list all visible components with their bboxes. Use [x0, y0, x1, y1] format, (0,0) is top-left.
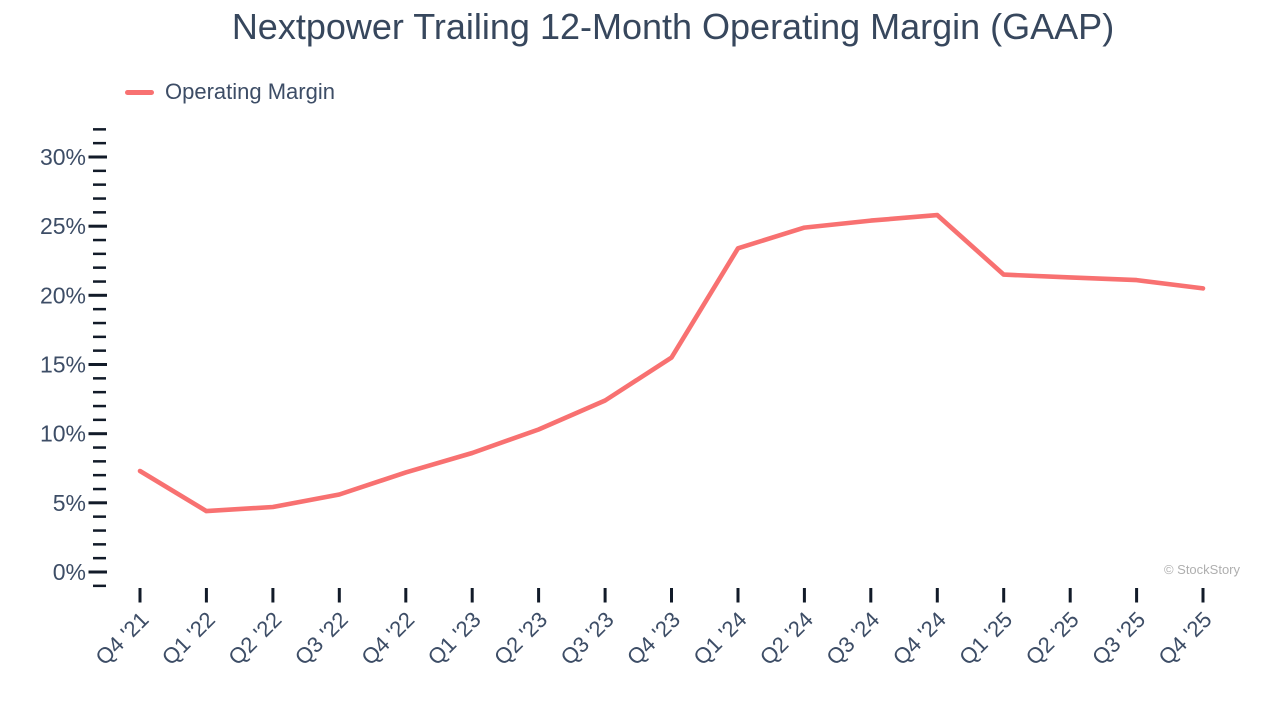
- x-axis-tick: [736, 588, 740, 603]
- y-axis-label: 0%: [53, 559, 86, 585]
- y-axis-minor-tick: [93, 211, 106, 214]
- y-axis-label: 30%: [40, 144, 86, 170]
- x-axis-label: Q4 '22: [356, 607, 419, 670]
- y-axis-minor-tick: [93, 252, 106, 256]
- y-axis-minor-tick: [93, 197, 106, 200]
- x-axis-tick: [603, 588, 607, 603]
- y-axis-minor-tick: [93, 183, 106, 186]
- x-axis-label: Q3 '22: [290, 607, 353, 670]
- y-axis-minor-tick: [93, 349, 106, 352]
- x-axis-label: Q4 '24: [888, 607, 951, 670]
- y-axis-minor-tick: [93, 529, 106, 532]
- x-axis-tick: [537, 588, 541, 603]
- x-axis-tick: [802, 588, 806, 603]
- x-axis-label: Q4 '25: [1154, 607, 1217, 670]
- x-axis-tick: [404, 588, 408, 603]
- y-axis-minor-tick: [93, 266, 106, 269]
- x-axis-tick: [204, 588, 208, 603]
- x-axis-label: Q4 '21: [91, 607, 154, 670]
- y-axis-minor-tick: [93, 543, 106, 546]
- x-axis-tick: [1201, 588, 1205, 603]
- y-axis-minor-tick: [93, 487, 106, 491]
- watermark: © StockStory: [1163, 562, 1240, 577]
- x-axis-label: Q1 '23: [423, 607, 486, 670]
- y-axis-minor-tick: [93, 404, 106, 408]
- x-axis-label: Q1 '24: [689, 607, 752, 670]
- y-axis-minor-tick: [93, 584, 106, 588]
- x-axis-label: Q3 '23: [556, 607, 619, 670]
- y-axis-minor-tick: [93, 377, 106, 380]
- y-axis-minor-tick: [93, 460, 106, 463]
- x-axis-tick: [337, 588, 341, 603]
- y-axis-label: 15%: [40, 352, 86, 378]
- y-axis-minor-tick: [93, 238, 106, 242]
- y-axis-minor-tick: [93, 141, 106, 145]
- y-axis-minor-tick: [93, 515, 106, 518]
- y-axis-label: 20%: [40, 282, 86, 308]
- y-axis-minor-tick: [93, 556, 106, 560]
- y-axis-minor-tick: [93, 390, 106, 394]
- x-axis-label: Q2 '24: [755, 607, 818, 670]
- y-axis-major-tick: [88, 155, 107, 159]
- x-axis-tick: [1068, 588, 1072, 603]
- x-axis-tick: [1135, 588, 1139, 603]
- legend-line-swatch: [125, 89, 154, 95]
- x-axis-label: Q2 '25: [1021, 607, 1084, 670]
- x-axis-label: Q2 '23: [489, 607, 552, 670]
- y-axis-minor-tick: [93, 335, 106, 339]
- y-axis-minor-tick: [93, 128, 106, 131]
- y-axis-minor-tick: [93, 446, 106, 449]
- x-axis-tick: [869, 588, 873, 603]
- chart-title: Nextpower Trailing 12-Month Operating Ma…: [231, 6, 1115, 47]
- x-axis-tick: [670, 588, 673, 603]
- x-axis-tick: [1002, 588, 1006, 603]
- y-axis-label: 5%: [53, 490, 86, 516]
- x-axis-tick: [935, 588, 939, 603]
- x-axis-label: Q4 '23: [622, 607, 685, 670]
- x-axis-label: Q3 '24: [821, 607, 884, 670]
- x-axis-label: Q1 '25: [954, 607, 1017, 670]
- x-axis-label: Q3 '25: [1087, 607, 1150, 670]
- y-axis-major-tick: [88, 501, 107, 505]
- x-axis-tick: [271, 588, 275, 603]
- y-axis-major-tick: [88, 224, 107, 228]
- y-axis-major-tick: [88, 363, 107, 366]
- y-axis-major-tick: [88, 432, 107, 436]
- y-axis-minor-tick: [93, 280, 106, 283]
- y-axis-major-tick: [88, 570, 107, 574]
- x-axis-label: Q2 '22: [223, 607, 286, 670]
- series-line-operating-margin: [137, 212, 1206, 514]
- y-axis-minor-tick: [93, 307, 106, 311]
- y-axis-label: 10%: [40, 421, 86, 447]
- x-axis-tick: [470, 588, 474, 603]
- y-axis-minor-tick: [93, 321, 106, 325]
- y-axis-label: 25%: [40, 213, 86, 239]
- y-axis-major-tick: [88, 293, 107, 297]
- legend-label: Operating Margin: [165, 79, 335, 104]
- x-axis-tick: [138, 588, 142, 603]
- y-axis-minor-tick: [93, 169, 106, 173]
- legend: Operating Margin: [125, 78, 335, 106]
- y-axis-minor-tick: [93, 473, 106, 477]
- x-axis-label: Q1 '22: [157, 607, 220, 670]
- y-axis-minor-tick: [93, 418, 106, 422]
